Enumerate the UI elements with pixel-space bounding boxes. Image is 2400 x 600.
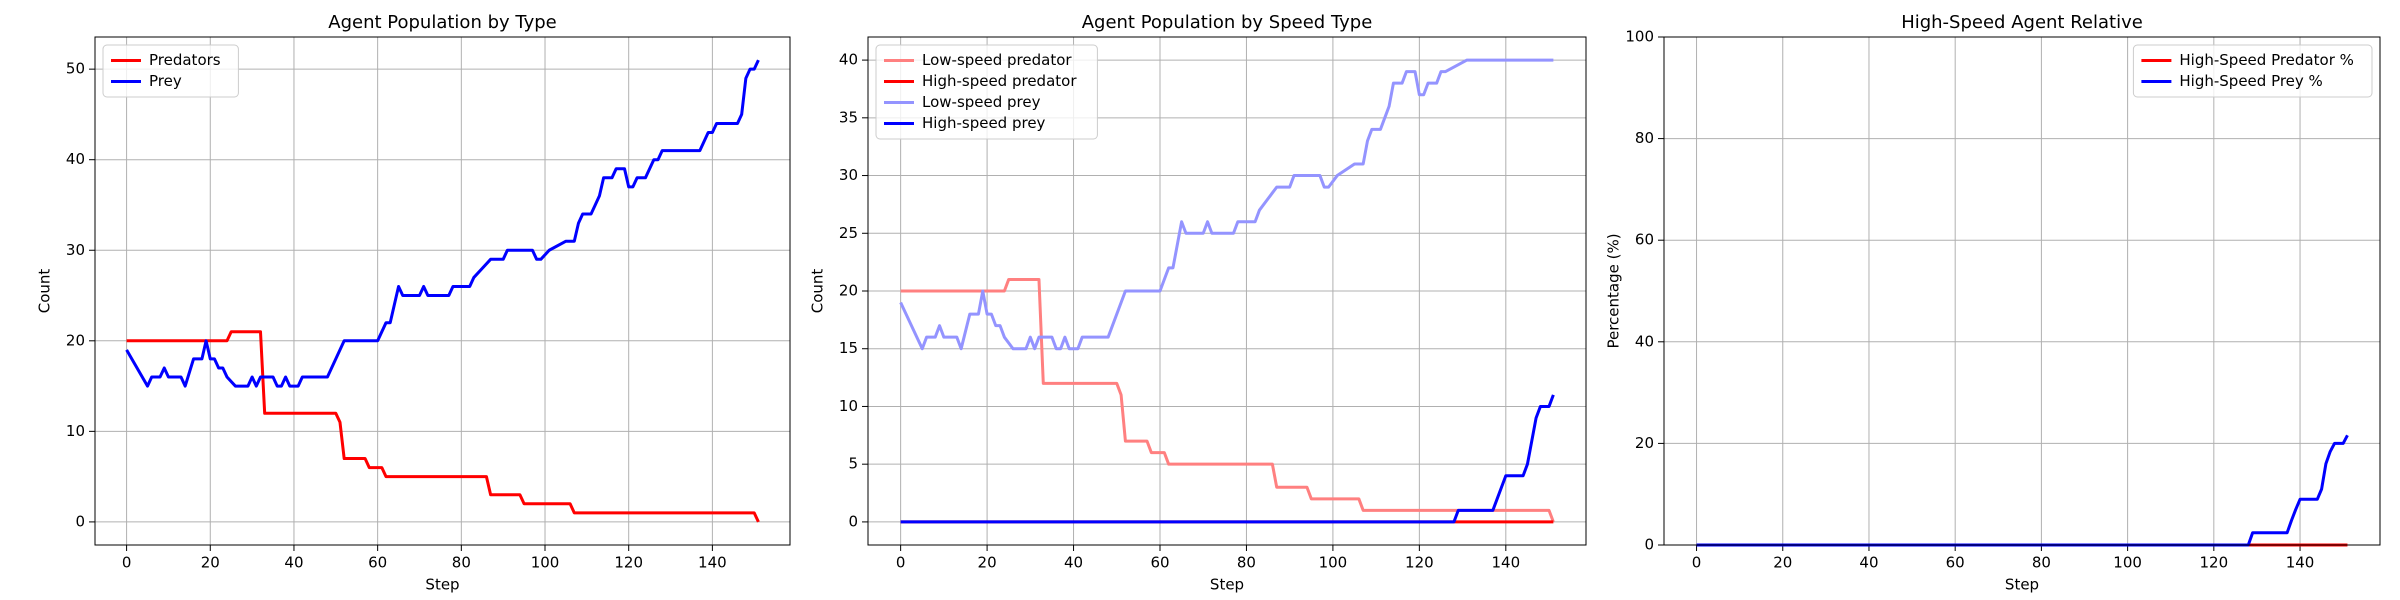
y-tick-label: 40 — [66, 150, 85, 168]
x-tick-label: 100 — [2113, 554, 2142, 572]
legend-label: Low-speed predator — [922, 51, 1072, 69]
y-tick-label: 40 — [1635, 332, 1654, 350]
axes-frame — [867, 36, 1587, 546]
y-tick-label: 25 — [839, 224, 858, 242]
legend: Low-speed predator High-speed predator Low… — [875, 44, 1098, 140]
subplot: 0 20 40 60 80 100 120 140 0 10 20 30 40 50 Agent Popul… — [36, 12, 791, 594]
subplot: 0 20 40 60 80 100 120 140 0 20 40 60 80 100 High-Speed… — [1605, 12, 2381, 594]
legend-label: High-Speed Prey % — [2179, 72, 2322, 90]
y-tick-label: 0 — [75, 512, 85, 530]
legend-label: Prey — [149, 72, 182, 90]
y-tick-label: 20 — [839, 282, 858, 300]
x-tick-label: 0 — [1692, 554, 1702, 572]
series-line — [900, 394, 1555, 524]
legend-box — [875, 44, 1098, 140]
x-tick-label: 120 — [2200, 554, 2229, 572]
x-axis-label: Step — [425, 576, 459, 594]
x-tick-label: 0 — [896, 554, 906, 572]
y-tick-label: 5 — [848, 455, 858, 473]
legend: High-Speed Predator % High-Speed Prey % — [2132, 44, 2373, 98]
y-tick-label: 20 — [1635, 434, 1654, 452]
y-tick-label: 10 — [66, 422, 85, 440]
x-tick-label: 120 — [614, 554, 643, 572]
y-axis-label: Count — [809, 269, 827, 314]
legend-label: Predators — [149, 51, 221, 69]
legend-label: High-speed predator — [922, 72, 1077, 90]
chart-title: Agent Population by Type — [328, 12, 556, 33]
chart-title: Agent Population by Speed Type — [1082, 12, 1373, 33]
x-axis-label: Step — [1210, 576, 1244, 594]
x-tick-label: 60 — [1946, 554, 1965, 572]
x-tick-label: 0 — [122, 554, 132, 572]
x-tick-label: 80 — [1237, 554, 1256, 572]
legend-box — [102, 44, 239, 98]
y-tick-label: 15 — [839, 339, 858, 357]
x-tick-label: 140 — [698, 554, 727, 572]
legend-box — [2132, 44, 2373, 98]
x-tick-label: 140 — [2286, 554, 2315, 572]
plot-area — [1664, 37, 2380, 545]
x-tick-label: 20 — [978, 554, 997, 572]
x-tick-label: 100 — [531, 554, 560, 572]
y-axis-label: Count — [36, 269, 54, 314]
x-tick-label: 120 — [1405, 554, 1434, 572]
y-tick-label: 80 — [1635, 129, 1654, 147]
y-tick-label: 40 — [839, 51, 858, 69]
chart-title: High-Speed Agent Relative — [1901, 12, 2143, 33]
legend-label: High-Speed Predator % — [2179, 51, 2354, 69]
x-tick-label: 100 — [1319, 554, 1348, 572]
y-tick-label: 30 — [66, 241, 85, 259]
series-line — [126, 330, 760, 523]
series-line — [899, 58, 1554, 351]
x-tick-label: 20 — [201, 554, 220, 572]
y-tick-label: 30 — [839, 166, 858, 184]
axes-frame — [94, 36, 791, 546]
x-tick-label: 60 — [1150, 554, 1169, 572]
x-tick-label: 60 — [368, 554, 387, 572]
series-line — [1696, 434, 2349, 547]
y-tick-label: 0 — [848, 512, 858, 530]
subplot: 0 20 40 60 80 100 120 140 0 5 10 15 20 25 30 35 40 Agent … — [809, 12, 1587, 594]
x-tick-label: 80 — [452, 554, 471, 572]
y-tick-label: 20 — [66, 331, 85, 349]
x-tick-label: 40 — [1859, 554, 1878, 572]
x-axis-label: Step — [2005, 576, 2039, 594]
series-line — [125, 59, 760, 388]
legend-label: High-speed prey — [922, 114, 1046, 132]
y-tick-label: 50 — [66, 60, 85, 78]
y-tick-label: 0 — [1644, 536, 1654, 554]
y-tick-label: 10 — [839, 397, 858, 415]
x-tick-label: 140 — [1491, 554, 1520, 572]
legend: Predators Prey — [102, 44, 239, 98]
axes-frame — [1663, 36, 2381, 546]
x-tick-label: 20 — [1773, 554, 1792, 572]
x-tick-label: 80 — [2032, 554, 2051, 572]
plot-area — [95, 37, 790, 545]
x-tick-label: 40 — [284, 554, 303, 572]
y-axis-label: Percentage (%) — [1605, 233, 1623, 348]
y-tick-label: 100 — [1625, 28, 1654, 46]
y-tick-label: 35 — [839, 108, 858, 126]
y-tick-label: 60 — [1635, 231, 1654, 249]
legend-label: Low-speed prey — [922, 93, 1041, 111]
series-line — [900, 277, 1555, 523]
x-tick-label: 40 — [1064, 554, 1083, 572]
